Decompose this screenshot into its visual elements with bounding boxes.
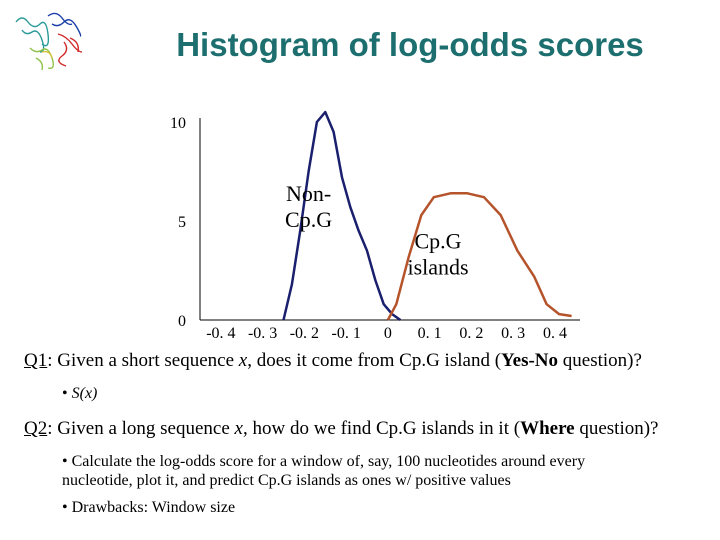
q1-bullet-text: S(x) (71, 385, 98, 402)
q2-bullet-2: • Drawbacks: Window size (62, 498, 702, 517)
x-tick-label: -0. 1 (331, 325, 360, 342)
protein-structure-logo (15, 12, 83, 71)
x-tick-label: 0. 2 (459, 325, 483, 342)
y-tick-label: 0 (178, 313, 186, 330)
q1-text-c: question)? (558, 350, 642, 371)
q1-bold: Yes-No (501, 350, 559, 371)
y-tick-label: 10 (170, 115, 186, 132)
series-label-2: islands (407, 255, 468, 280)
q2-bullet-2-text: Drawbacks: Window size (71, 499, 236, 516)
x-tick-label: 0. 1 (418, 325, 442, 342)
q2-bold: Where (520, 418, 575, 439)
q2-bullet-1-line-2: nucleotide, plot it, and predict Cp.G is… (62, 472, 511, 489)
x-tick-label: 0. 3 (501, 325, 525, 342)
y-tick-label: 5 (178, 214, 186, 231)
q1-text-b: , does it come from Cp.G island ( (247, 350, 502, 371)
q2-text-b: , how do we find Cp.G islands in it ( (242, 418, 521, 439)
x-tick-label: 0 (384, 325, 392, 342)
x-tick-label: -0. 3 (248, 325, 277, 342)
q2-text-a: : Given a long sequence (47, 418, 235, 439)
question-1: Q1: Given a short sequence x, does it co… (24, 350, 642, 372)
q1-variable: x (238, 350, 248, 371)
slide-title: Histogram of log-odds scores (176, 26, 644, 63)
bullet-marker: • (62, 453, 68, 470)
q1-bullet: • S(x) (62, 384, 702, 403)
series-label-1: Cp.G (285, 207, 332, 232)
q2-bullet-1-line-1: Calculate the log-odds score for a windo… (71, 453, 586, 470)
q2-bullet-1: • Calculate the log-odds score for a win… (62, 452, 702, 490)
question-2: Q2: Given a long sequence x, how do we f… (24, 418, 659, 440)
x-tick-label: 0. 4 (543, 325, 567, 342)
series-label-2: Cp.G (414, 229, 461, 254)
q2-label: Q2 (24, 418, 48, 439)
x-tick-label: -0. 2 (290, 325, 319, 342)
x-tick-label: -0. 4 (206, 325, 235, 342)
series-label-1: Non- (286, 181, 331, 206)
bullet-marker: • (62, 385, 68, 402)
q2-text-c: question)? (574, 418, 659, 439)
q1-label: Q1 (24, 350, 48, 371)
q1-text-a: : Given a short sequence (47, 350, 239, 371)
q2-variable: x (234, 418, 243, 439)
series-line-2 (386, 192, 572, 321)
log-odds-histogram-chart: 0 5 10 -0. 4 -0. 3 -0. 2 -0. 1 0 0. 1 0. 2 0. 3 0. … (170, 110, 580, 342)
bullet-marker: • (62, 499, 68, 516)
series-line-1 (282, 110, 402, 322)
